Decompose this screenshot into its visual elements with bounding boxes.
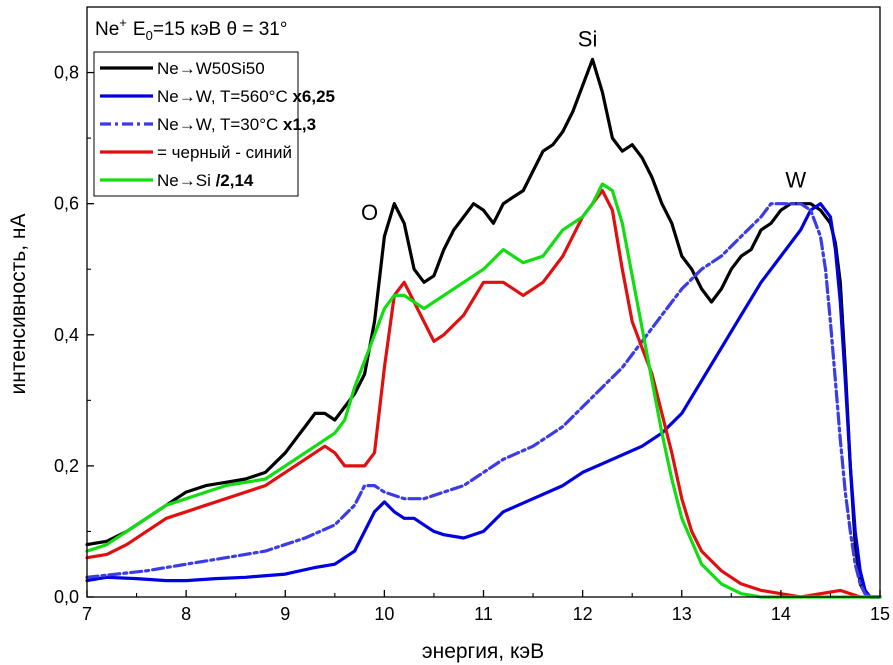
y-tick-label: 0,6 xyxy=(54,194,79,214)
legend-label-text: Ne→W, T=30°C xyxy=(157,115,283,134)
peak-label: O xyxy=(361,200,378,225)
peak-label: W xyxy=(785,167,806,192)
title-energy-value: =15 кэВ θ = 31° xyxy=(153,19,288,40)
title-energy-subscript: 0 xyxy=(146,28,153,43)
x-tick-label: 10 xyxy=(374,604,394,624)
series-layer xyxy=(85,57,882,599)
title-energy-symbol: E xyxy=(133,19,146,40)
peak-annotations: Si O W xyxy=(361,26,806,225)
series-line-5 xyxy=(85,182,882,599)
series-line-2 xyxy=(85,202,882,599)
x-tick-label: 13 xyxy=(672,604,692,624)
legend-label-text: Ne→W50Si50 xyxy=(157,59,265,78)
legend-entries: Ne→W50Si50 Ne→W, T=560°C x6,25 Ne→W, T=30°… xyxy=(100,59,335,190)
series-line-4 xyxy=(85,189,882,599)
y-axis-ticks: 0,0 0,2 0,4 0,6 0,8 xyxy=(54,63,94,607)
legend-label-text: Ne→Si xyxy=(157,171,216,190)
title-ion: Ne xyxy=(95,19,119,40)
legend-label: = черный - синий xyxy=(157,143,292,162)
legend-label-text: Ne→W, T=560°C xyxy=(157,87,292,106)
x-tick-label: 7 xyxy=(82,604,92,624)
legend-label-factor: x1,3 xyxy=(283,115,316,134)
y-tick-label: 0,2 xyxy=(54,456,79,476)
legend-label: Ne→W, T=560°C x6,25 xyxy=(157,87,335,106)
y-tick-label: 0,4 xyxy=(54,325,79,345)
legend-label: Ne→Si /2,14 xyxy=(157,171,254,190)
peak-label: Si xyxy=(578,26,598,51)
y-tick-label: 0,8 xyxy=(54,63,79,83)
x-tick-label: 9 xyxy=(280,604,290,624)
x-tick-label: 15 xyxy=(870,604,890,624)
legend-label: Ne→W, T=30°C x1,3 xyxy=(157,115,316,134)
legend: Ne+ E0=15 кэВ θ = 31° Ne→W50Si50 Ne→W, T=5… xyxy=(93,15,335,197)
legend-label: Ne→W50Si50 xyxy=(157,59,265,78)
legend-label-text: = черный - синий xyxy=(157,143,292,162)
x-axis-ticks: 7 8 9 10 11 12 13 14 15 xyxy=(82,590,890,624)
legend-label-factor: /2,14 xyxy=(216,171,254,190)
x-tick-label: 11 xyxy=(474,604,493,624)
x-axis-label: энергия, кэВ xyxy=(422,640,544,663)
chart-title: Ne+ E0=15 кэВ θ = 31° xyxy=(95,15,287,43)
series-line-3 xyxy=(85,202,882,599)
x-tick-label: 14 xyxy=(771,604,791,624)
y-tick-label: 0,0 xyxy=(54,587,79,607)
title-ion-charge: + xyxy=(119,15,127,30)
legend-label-factor: x6,25 xyxy=(292,87,335,106)
x-tick-label: 12 xyxy=(573,604,593,624)
y-axis-label: интенсивность, нА xyxy=(7,214,30,395)
x-tick-label: 8 xyxy=(181,604,191,624)
